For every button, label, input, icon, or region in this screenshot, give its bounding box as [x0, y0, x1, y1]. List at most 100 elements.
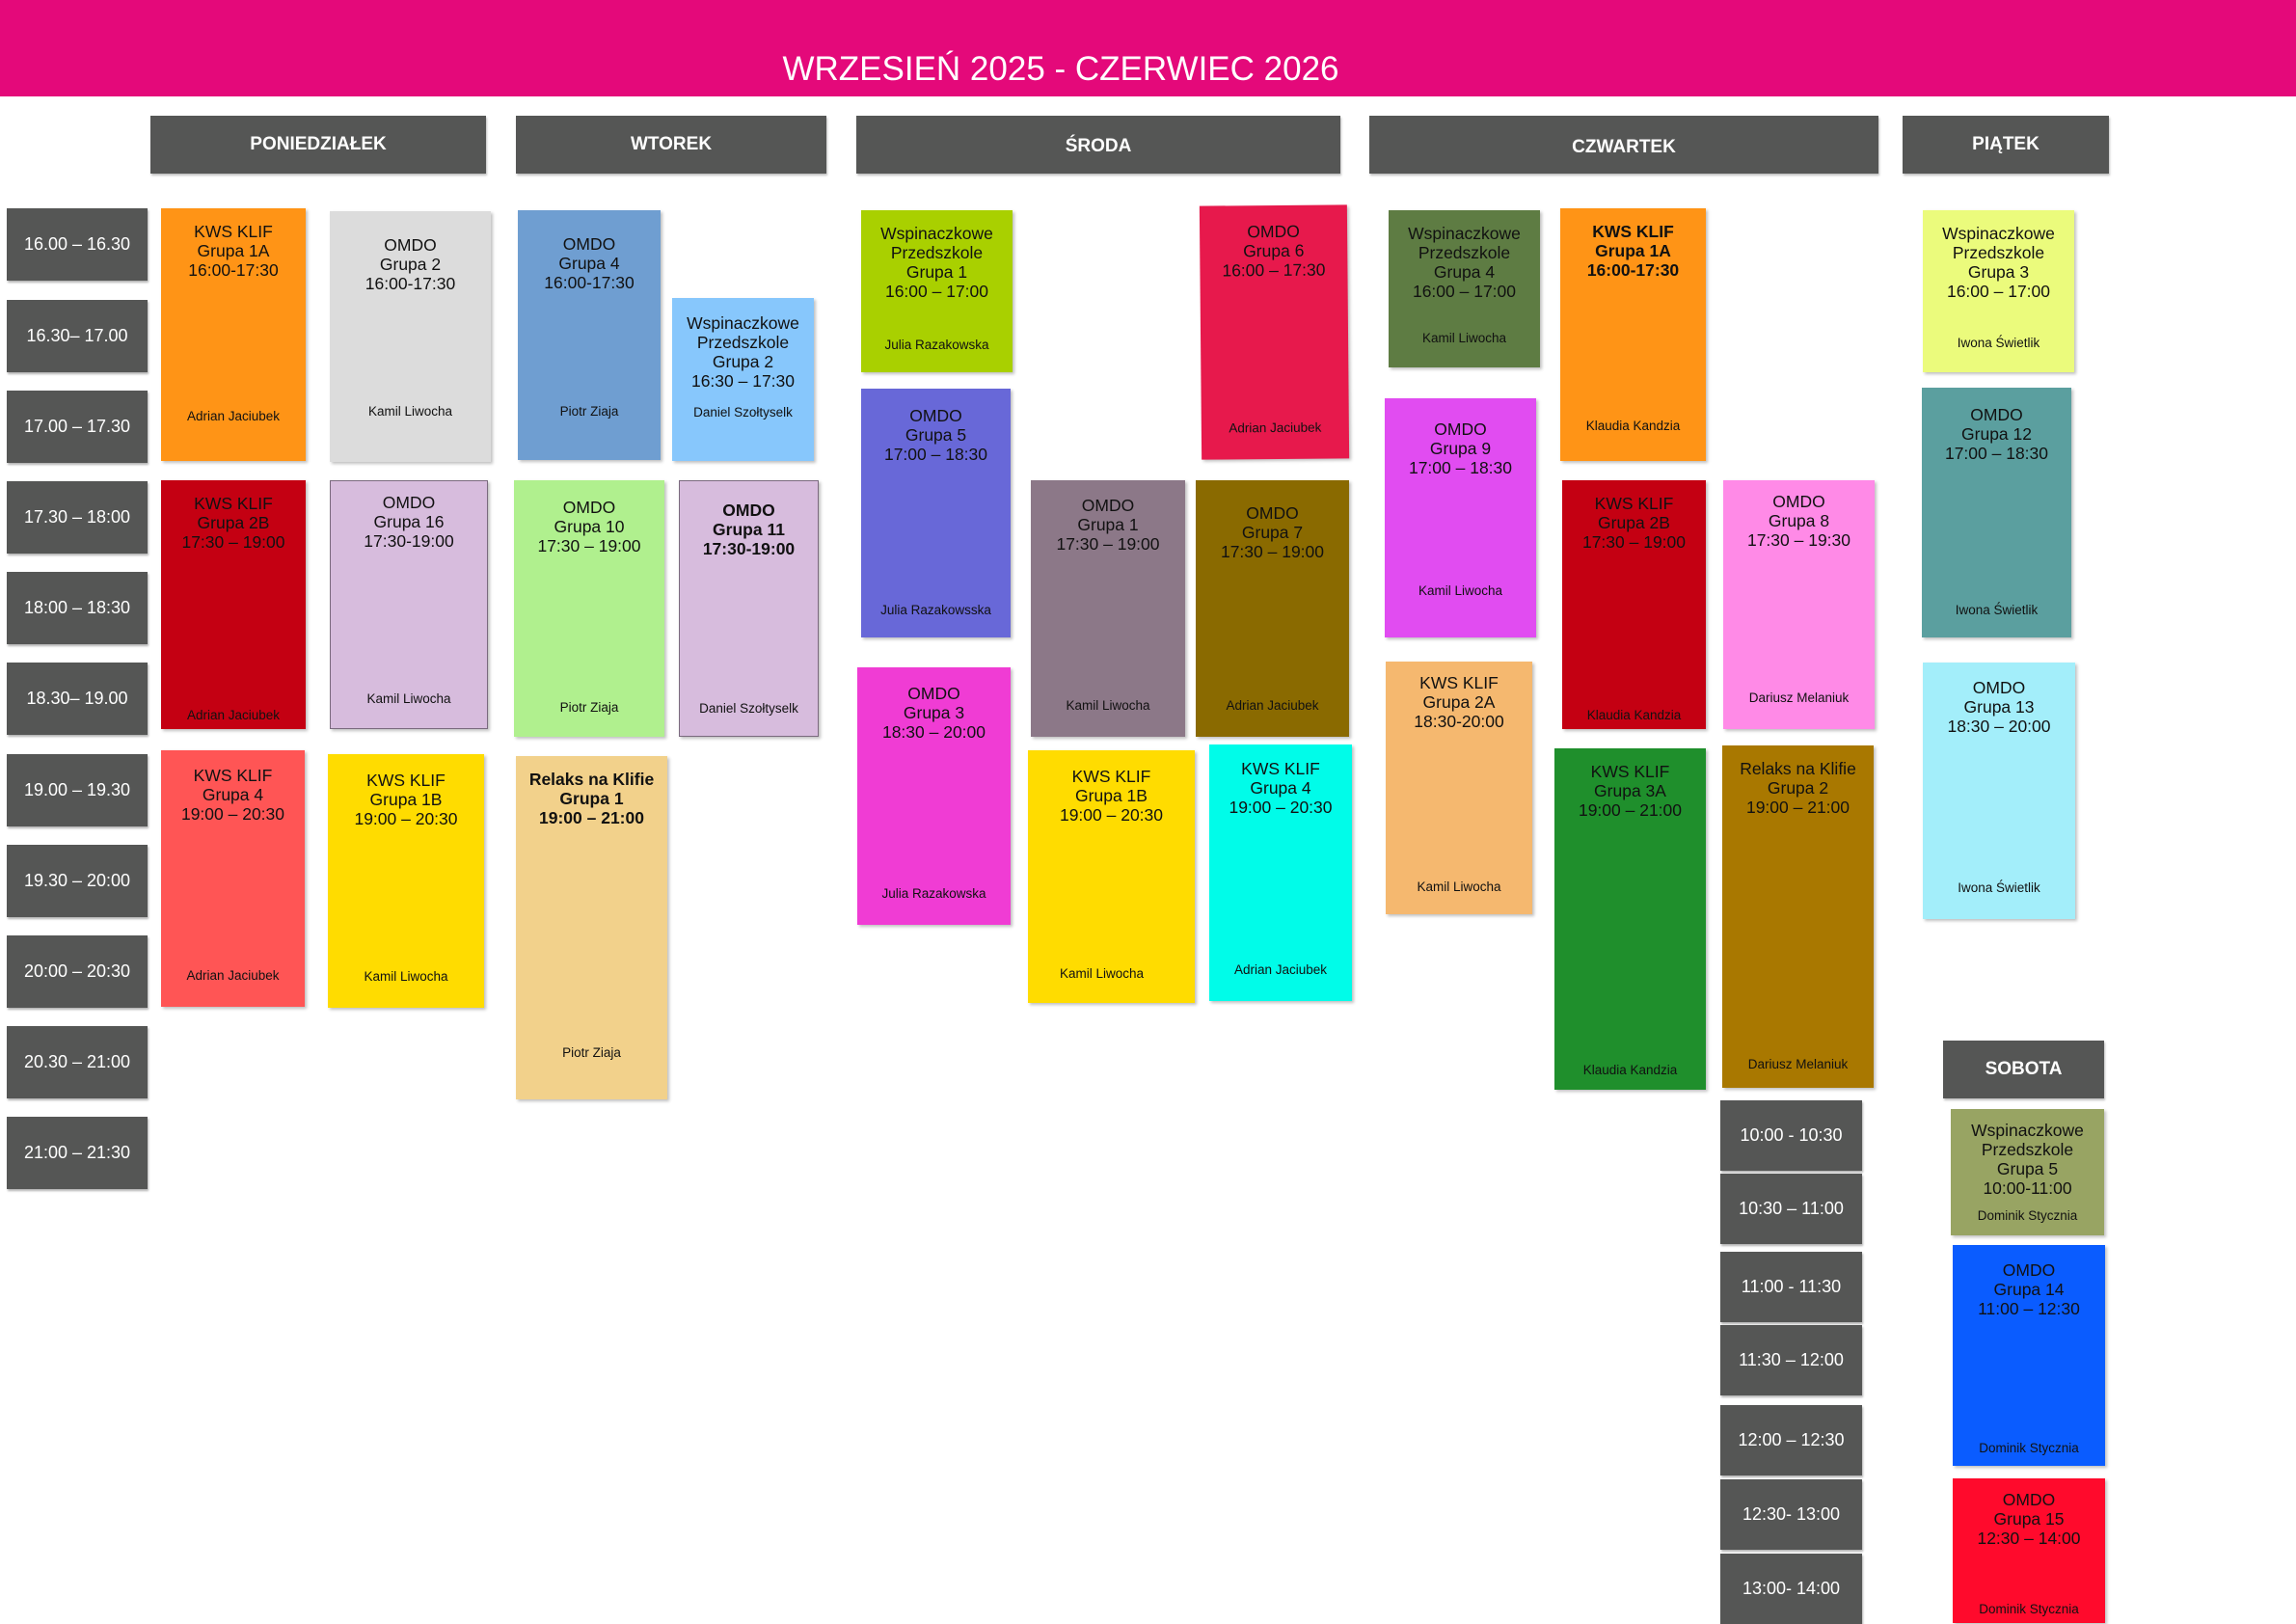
class-instructor: Dariusz Melaniuk — [1747, 1057, 1849, 1071]
time-slot-saturday: 11:00 - 11:30 — [1720, 1252, 1862, 1322]
class-block-sat-2[interactable]: OMDO Grupa 14 11:00 – 12:30 Dominik Styc… — [1953, 1245, 2105, 1466]
class-instructor: Piotr Ziaja — [559, 700, 619, 715]
time-slot: 17.30 – 18:00 — [7, 481, 148, 554]
class-title: Wspinaczkowe Przedszkole Grupa 2 16:30 –… — [687, 313, 799, 391]
class-instructor: Adrian Jaciubek — [186, 409, 281, 423]
time-slot: 16.00 – 16.30 — [7, 208, 148, 281]
time-slot: 19.00 – 19.30 — [7, 754, 148, 826]
time-slot: 20.30 – 21:00 — [7, 1026, 148, 1098]
class-instructor: Iwona Świetlik — [1958, 880, 2040, 895]
class-block-wed-4[interactable]: OMDO Grupa 1 17:30 – 19:00 Kamil Liwocha — [1031, 480, 1185, 737]
class-block-mon-2[interactable]: OMDO Grupa 2 16:00-17:30 Kamil Liwocha — [330, 211, 491, 462]
class-instructor: Klaudia Kandzia — [1586, 708, 1682, 722]
class-block-thu-8[interactable]: Relaks na Klifie Grupa 2 19:00 – 21:00 D… — [1722, 745, 1874, 1088]
class-block-thu-5[interactable]: OMDO Grupa 8 17:30 – 19:30 Dariusz Melan… — [1723, 480, 1875, 729]
class-instructor: Klaudia Kandzia — [1582, 1063, 1678, 1077]
class-title: OMDO Grupa 7 17:30 – 19:00 — [1220, 503, 1325, 561]
class-instructor: Daniel Szołtyselk — [699, 701, 798, 716]
class-title: OMDO Grupa 2 16:00-17:30 — [365, 235, 456, 293]
class-block-wed-7[interactable]: KWS KLIF Grupa 1B 19:00 – 20:30 Kamil Li… — [1028, 750, 1195, 1003]
class-instructor: Kamil Liwocha — [1417, 880, 1501, 894]
class-block-wed-3[interactable]: OMDO Grupa 5 17:00 – 18:30 Julia Razakow… — [861, 389, 1011, 637]
class-instructor: Kamil Liwocha — [1066, 698, 1150, 713]
class-block-tue-3[interactable]: OMDO Grupa 10 17:30 – 19:00 Piotr Ziaja — [514, 480, 664, 737]
class-instructor: Adrian Jaciubek — [1229, 420, 1322, 436]
class-instructor: Julia Razakowska — [881, 886, 986, 901]
day-header-saturday: SOBOTA — [1943, 1041, 2104, 1098]
class-instructor: Iwona Świetlik — [1957, 336, 2040, 350]
class-block-sat-3[interactable]: OMDO Grupa 15 12:30 – 14:00 Dominik Styc… — [1953, 1478, 2105, 1623]
class-instructor: Julia Razakowsska — [880, 603, 991, 617]
class-block-wed-1[interactable]: Wspinaczkowe Przedszkole Grupa 1 16:00 –… — [861, 210, 1013, 372]
class-block-mon-5[interactable]: KWS KLIF Grupa 4 19:00 – 20:30 Adrian Ja… — [161, 750, 305, 1007]
class-block-thu-3[interactable]: OMDO Grupa 9 17:00 – 18:30 Kamil Liwocha — [1385, 398, 1536, 637]
class-block-sat-1[interactable]: Wspinaczkowe Przedszkole Grupa 5 10:00-1… — [1951, 1109, 2104, 1235]
time-slot: 21:00 – 21:30 — [7, 1117, 148, 1189]
time-slot-saturday: 13:00- 14:00 — [1720, 1554, 1862, 1624]
class-instructor: Iwona Świetlik — [1955, 603, 2039, 617]
class-block-fri-1[interactable]: Wspinaczkowe Przedszkole Grupa 3 16:00 –… — [1923, 210, 2074, 372]
class-block-tue-2[interactable]: Wspinaczkowe Przedszkole Grupa 2 16:30 –… — [672, 298, 814, 461]
class-title: KWS KLIF Grupa 2A 18:30-20:00 — [1414, 673, 1504, 731]
class-block-mon-6[interactable]: KWS KLIF Grupa 1B 19:00 – 20:30 Kamil Li… — [328, 754, 484, 1008]
class-title: OMDO Grupa 6 16:00 – 17:30 — [1222, 221, 1326, 281]
class-title: KWS KLIF Grupa 1B 19:00 – 20:30 — [1059, 767, 1164, 825]
class-block-thu-7[interactable]: KWS KLIF Grupa 3A 19:00 – 21:00 Klaudia … — [1554, 748, 1706, 1090]
day-header-monday: PONIEDZIAŁEK — [150, 116, 486, 174]
class-block-tue-5[interactable]: Relaks na Klifie Grupa 1 19:00 – 21:00 P… — [516, 756, 667, 1099]
class-block-thu-6[interactable]: KWS KLIF Grupa 2A 18:30-20:00 Kamil Liwo… — [1386, 662, 1532, 914]
time-slot: 16.30– 17.00 — [7, 300, 148, 372]
class-title: OMDO Grupa 15 12:30 – 14:00 — [1977, 1490, 2081, 1548]
class-title: OMDO Grupa 3 18:30 – 20:00 — [881, 684, 986, 742]
day-header-thursday: CZWARTEK — [1369, 116, 1878, 174]
class-title: OMDO Grupa 16 17:30-19:00 — [364, 493, 454, 551]
class-block-thu-1[interactable]: Wspinaczkowe Przedszkole Grupa 4 16:00 –… — [1389, 210, 1540, 367]
class-instructor: Dariusz Melaniuk — [1748, 690, 1850, 705]
class-title: OMDO Grupa 5 17:00 – 18:30 — [883, 406, 988, 464]
class-block-fri-3[interactable]: OMDO Grupa 13 18:30 – 20:00 Iwona Świetl… — [1923, 663, 2075, 919]
class-instructor: Kamil Liwocha — [1421, 331, 1507, 345]
class-title: KWS KLIF Grupa 1A 16:00-17:30 — [1586, 222, 1680, 280]
class-title: OMDO Grupa 13 18:30 – 20:00 — [1947, 678, 2051, 736]
class-instructor: Adrian Jaciubek — [1226, 698, 1319, 713]
class-title: KWS KLIF Grupa 4 19:00 – 20:30 — [180, 766, 285, 824]
class-block-mon-1[interactable]: KWS KLIF Grupa 1A 16:00-17:30 Adrian Jac… — [161, 208, 306, 461]
class-title: OMDO Grupa 8 17:30 – 19:30 — [1746, 492, 1851, 550]
class-title: Wspinaczkowe Przedszkole Grupa 1 16:00 –… — [880, 224, 993, 301]
class-instructor: Kamil Liwocha — [367, 404, 453, 419]
class-instructor: Adrian Jaciubek — [1233, 962, 1328, 977]
time-slot: 17.00 – 17.30 — [7, 391, 148, 463]
class-block-mon-3[interactable]: KWS KLIF Grupa 2B 17:30 – 19:00 Adrian J… — [161, 480, 306, 729]
class-block-wed-6[interactable]: OMDO Grupa 3 18:30 – 20:00 Julia Razakow… — [857, 667, 1011, 925]
class-block-mon-4[interactable]: OMDO Grupa 16 17:30-19:00 Kamil Liwocha — [330, 480, 488, 729]
time-slot-saturday: 10:30 – 11:00 — [1720, 1174, 1862, 1244]
class-title: OMDO Grupa 1 17:30 – 19:00 — [1056, 496, 1160, 554]
class-block-thu-2[interactable]: KWS KLIF Grupa 1A 16:00-17:30 Klaudia Ka… — [1560, 208, 1706, 461]
class-instructor: Piotr Ziaja — [562, 1045, 621, 1060]
day-header-wednesday: ŚRODA — [856, 116, 1340, 174]
class-title: OMDO Grupa 14 11:00 – 12:30 — [1978, 1260, 2080, 1318]
time-slot-saturday: 12:30- 13:00 — [1720, 1479, 1862, 1550]
class-title: KWS KLIF Grupa 2B 17:30 – 19:00 — [181, 494, 285, 552]
class-instructor: Kamil Liwocha — [364, 969, 448, 984]
class-instructor: Kamil Liwocha — [1418, 583, 1503, 598]
class-instructor: Kamil Liwocha — [1059, 966, 1145, 981]
class-instructor: Daniel Szołtyselk — [693, 405, 793, 420]
class-instructor: Klaudia Kandzia — [1585, 419, 1681, 433]
class-instructor: Adrian Jaciubek — [186, 708, 281, 722]
time-slot-saturday: 10:00 - 10:30 — [1720, 1100, 1862, 1171]
class-block-wed-5[interactable]: OMDO Grupa 7 17:30 – 19:00 Adrian Jaciub… — [1196, 480, 1349, 737]
class-block-wed-8[interactable]: KWS KLIF Grupa 4 19:00 – 20:30 Adrian Ja… — [1209, 744, 1352, 1001]
class-block-wed-2[interactable]: OMDO Grupa 6 16:00 – 17:30 Adrian Jaciub… — [1199, 204, 1350, 460]
class-block-thu-4[interactable]: KWS KLIF Grupa 2B 17:30 – 19:00 Klaudia … — [1562, 480, 1706, 729]
class-block-fri-2[interactable]: OMDO Grupa 12 17:00 – 18:30 Iwona Świetl… — [1922, 388, 2071, 637]
class-block-tue-1[interactable]: OMDO Grupa 4 16:00-17:30 Piotr Ziaja — [518, 210, 661, 460]
class-title: KWS KLIF Grupa 3A 19:00 – 21:00 — [1578, 762, 1683, 820]
class-title: Wspinaczkowe Przedszkole Grupa 4 16:00 –… — [1408, 224, 1521, 301]
time-slot: 18:00 – 18:30 — [7, 572, 148, 644]
time-slot-saturday: 12:00 – 12:30 — [1720, 1405, 1862, 1475]
time-slot: 18.30– 19.00 — [7, 663, 148, 735]
page-title: WRZESIEŃ 2025 - CZERWIEC 2026 — [782, 50, 1339, 88]
class-title: OMDO Grupa 9 17:00 – 18:30 — [1408, 420, 1513, 477]
class-block-tue-4[interactable]: OMDO Grupa 11 17:30-19:00 Daniel Szołtys… — [679, 480, 819, 737]
